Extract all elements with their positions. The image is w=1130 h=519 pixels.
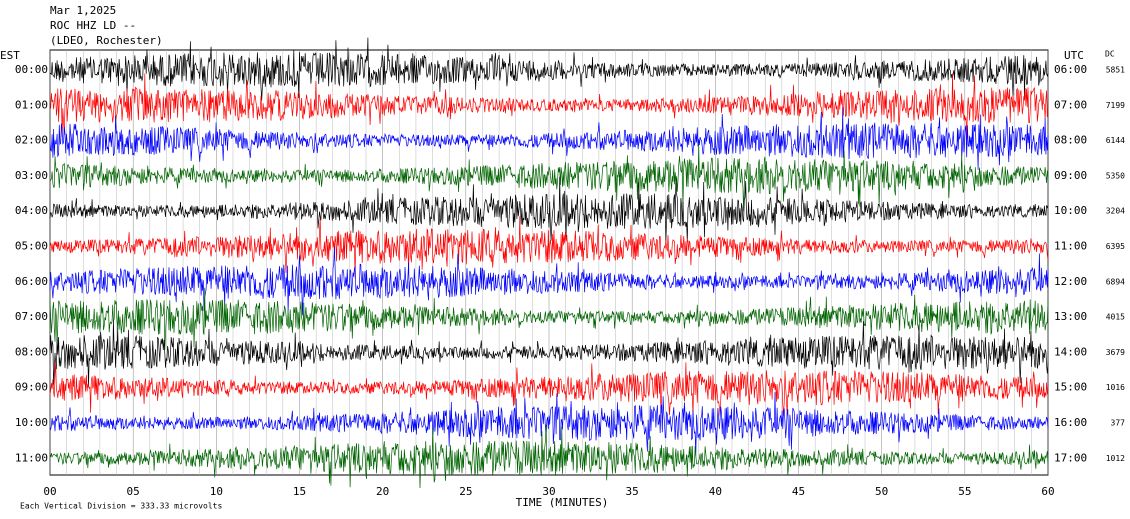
- left-tick-label: 05:00: [15, 240, 48, 253]
- x-tick-label: 60: [1041, 485, 1054, 498]
- dc-label: DC: [1105, 50, 1115, 59]
- x-axis-label: TIME (MINUTES): [516, 496, 609, 509]
- left-tick-label: 03:00: [15, 169, 48, 182]
- trace: [49, 176, 1049, 243]
- dc-value: 5350: [1106, 171, 1125, 180]
- dc-value: 5851: [1106, 66, 1125, 75]
- x-tick-label: 15: [293, 485, 306, 498]
- x-tick-label: 45: [792, 485, 805, 498]
- x-tick-label: 20: [376, 485, 389, 498]
- right-tick-label: 07:00: [1054, 98, 1087, 111]
- trace: [49, 37, 1049, 101]
- right-axis-label: UTC: [1064, 49, 1084, 62]
- trace: [49, 424, 1049, 489]
- trace: [49, 361, 1049, 418]
- right-tick-label: 09:00: [1054, 169, 1087, 182]
- x-tick-label: 25: [459, 485, 472, 498]
- right-tick-label: 13:00: [1054, 310, 1087, 323]
- x-tick-label: 35: [626, 485, 639, 498]
- x-tick-label: 55: [958, 485, 971, 498]
- right-tick-label: 16:00: [1054, 416, 1087, 429]
- trace: [49, 320, 1049, 387]
- dc-value: 6395: [1106, 242, 1125, 251]
- footer-note: Each Vertical Division = 333.33 microvol…: [20, 502, 222, 511]
- dc-value: 3679: [1106, 348, 1125, 357]
- dc-value: 6144: [1106, 136, 1125, 145]
- left-tick-label: 06:00: [15, 275, 48, 288]
- left-tick-label: 04:00: [15, 204, 48, 217]
- trace: [49, 392, 1049, 457]
- trace: [49, 73, 1049, 140]
- left-tick-label: 11:00: [15, 451, 48, 464]
- left-axis-label: EST: [0, 49, 20, 62]
- dc-value: 1012: [1106, 454, 1125, 463]
- right-tick-label: 06:00: [1054, 63, 1087, 76]
- dc-value: 4015: [1106, 313, 1125, 322]
- header-line: ROC HHZ LD --: [50, 19, 136, 32]
- dc-value: 7199: [1106, 101, 1125, 110]
- left-tick-label: 00:00: [15, 63, 48, 76]
- x-tick-label: 30: [542, 485, 555, 498]
- x-tick-label: 05: [127, 485, 140, 498]
- left-tick-label: 10:00: [15, 416, 48, 429]
- left-tick-label: 01:00: [15, 98, 48, 111]
- header-line: Mar 1,2025: [50, 4, 116, 17]
- left-tick-label: 02:00: [15, 134, 48, 147]
- header-line: (LDEO, Rochester): [50, 34, 163, 47]
- dc-value: 1016: [1106, 383, 1125, 392]
- left-tick-label: 07:00: [15, 310, 48, 323]
- right-tick-label: 08:00: [1054, 134, 1087, 147]
- right-tick-label: 11:00: [1054, 240, 1087, 253]
- trace: [49, 107, 1049, 170]
- dc-value: 3204: [1106, 207, 1125, 216]
- x-tick-label: 10: [210, 485, 223, 498]
- x-tick-label: 50: [875, 485, 888, 498]
- x-tick-label: 40: [709, 485, 722, 498]
- trace: [49, 247, 1049, 316]
- right-tick-label: 17:00: [1054, 451, 1087, 464]
- right-tick-label: 15:00: [1054, 381, 1087, 394]
- dc-value: 6894: [1106, 277, 1125, 286]
- dc-value: 377: [1111, 419, 1126, 428]
- x-tick-label: 00: [43, 485, 56, 498]
- right-tick-label: 14:00: [1054, 345, 1087, 358]
- right-tick-label: 10:00: [1054, 204, 1087, 217]
- trace: [49, 143, 1049, 212]
- left-tick-label: 09:00: [15, 381, 48, 394]
- right-tick-label: 12:00: [1054, 275, 1087, 288]
- left-tick-label: 08:00: [15, 345, 48, 358]
- trace: [49, 287, 1049, 351]
- trace: [49, 216, 1049, 279]
